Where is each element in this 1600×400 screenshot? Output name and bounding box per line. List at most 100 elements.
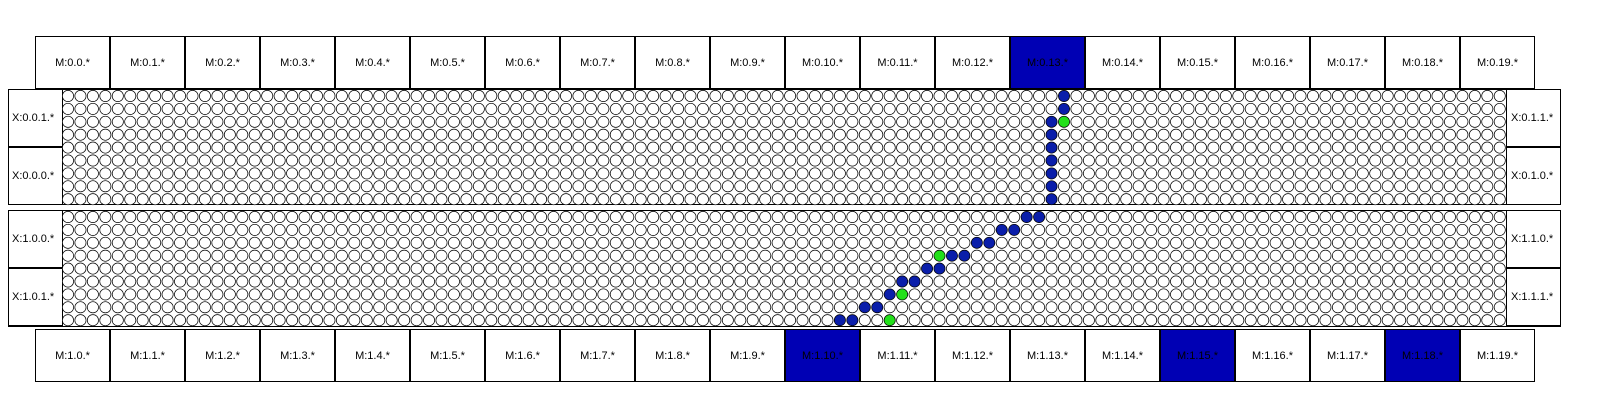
bottom-cell	[1431, 249, 1444, 262]
top-cell	[1058, 167, 1070, 180]
bottom-cell	[74, 223, 87, 236]
top-cell	[86, 193, 99, 206]
top-cell	[970, 193, 983, 206]
top-cell	[1020, 141, 1033, 154]
top-cell	[1194, 180, 1207, 193]
bottom-cell	[883, 223, 896, 236]
bottom-cell	[273, 249, 286, 262]
top-cell	[248, 154, 261, 167]
module-top-13: M:0.13.*	[1010, 36, 1085, 89]
bottom-cell	[1207, 275, 1220, 288]
bottom-cell	[1456, 314, 1469, 327]
bottom-cell	[1145, 236, 1158, 249]
bottom-cell	[311, 314, 323, 327]
bottom-cell	[1269, 301, 1282, 314]
bottom-cell	[211, 249, 224, 262]
top-cell	[223, 115, 236, 128]
top-cell	[933, 115, 946, 128]
bottom-cell	[1058, 249, 1070, 262]
top-cell	[647, 128, 660, 141]
bottom-cell	[647, 249, 660, 262]
top-cell	[62, 102, 74, 115]
top-cell	[1419, 193, 1432, 206]
bottom-cell	[846, 211, 859, 223]
top-cell	[958, 90, 971, 102]
top-cell	[497, 90, 510, 102]
top-cell	[1356, 141, 1369, 154]
top-cell	[1481, 167, 1494, 180]
bottom-cell	[1107, 223, 1120, 236]
bottom-cell	[1170, 223, 1183, 236]
top-cell	[1456, 141, 1469, 154]
bottom-cell	[970, 301, 983, 314]
top-cell	[721, 115, 734, 128]
top-cell	[74, 193, 87, 206]
top-cell	[784, 193, 797, 206]
top-cell	[522, 102, 535, 115]
bottom-cell	[659, 223, 672, 236]
top-cell	[1282, 193, 1295, 206]
x-label-0-0-0: X:0.0.0.*	[8, 147, 63, 205]
top-cell	[721, 180, 734, 193]
bottom-cell	[1419, 288, 1432, 301]
bottom-cell	[298, 301, 311, 314]
top-cell	[1431, 102, 1444, 115]
top-cell	[821, 141, 834, 154]
bottom-cell	[1356, 236, 1369, 249]
top-cell	[647, 154, 660, 167]
top-cell	[535, 167, 548, 180]
bottom-cell	[1132, 262, 1145, 275]
top-cell	[1182, 193, 1195, 206]
top-cell	[248, 180, 261, 193]
x-label-1-1-1: X:1.1.1.*	[1506, 268, 1561, 326]
bottom-cell	[1319, 262, 1332, 275]
bottom-cell	[597, 211, 610, 223]
top-cell	[634, 102, 647, 115]
bottom-cell	[609, 249, 622, 262]
bottom-cell	[1344, 249, 1357, 262]
bottom-cell	[460, 314, 473, 327]
top-cell	[995, 128, 1008, 141]
top-cell	[684, 90, 697, 102]
bottom-cell	[535, 301, 548, 314]
bottom-cell	[423, 262, 435, 275]
top-cell	[1095, 167, 1108, 180]
bottom-cell	[1294, 301, 1307, 314]
top-cell	[697, 115, 709, 128]
bottom-cell	[1232, 211, 1245, 223]
bottom-cell	[1257, 288, 1270, 301]
top-cell	[236, 141, 249, 154]
top-cell	[385, 193, 398, 206]
bottom-cell	[1344, 236, 1357, 249]
top-cell	[1369, 90, 1382, 102]
bottom-cell	[597, 301, 610, 314]
top-cell	[161, 128, 174, 141]
module-bottom-7: M:1.7.*	[560, 329, 635, 382]
top-cell	[198, 193, 211, 206]
top-cell	[584, 180, 597, 193]
bottom-cell	[1232, 236, 1245, 249]
top-cell	[759, 141, 772, 154]
top-cell	[211, 90, 224, 102]
bottom-cell	[1058, 211, 1070, 223]
bottom-cell	[1331, 275, 1344, 288]
top-cell	[560, 102, 572, 115]
top-cell	[883, 128, 896, 141]
top-cell	[385, 102, 398, 115]
bottom-cell	[99, 262, 112, 275]
top-cell	[659, 167, 672, 180]
top-cell	[697, 90, 709, 102]
bottom-cell	[62, 275, 74, 288]
top-cell	[684, 115, 697, 128]
bottom-path-cell	[983, 236, 996, 249]
bottom-cell	[1132, 236, 1145, 249]
top-cell	[1033, 193, 1046, 206]
top-cell	[560, 193, 572, 206]
top-cell	[684, 180, 697, 193]
top-cell	[684, 102, 697, 115]
bottom-cell	[1468, 223, 1481, 236]
top-cell	[1381, 167, 1394, 180]
top-cell	[74, 115, 87, 128]
top-cell	[174, 102, 186, 115]
top-cell	[423, 102, 435, 115]
